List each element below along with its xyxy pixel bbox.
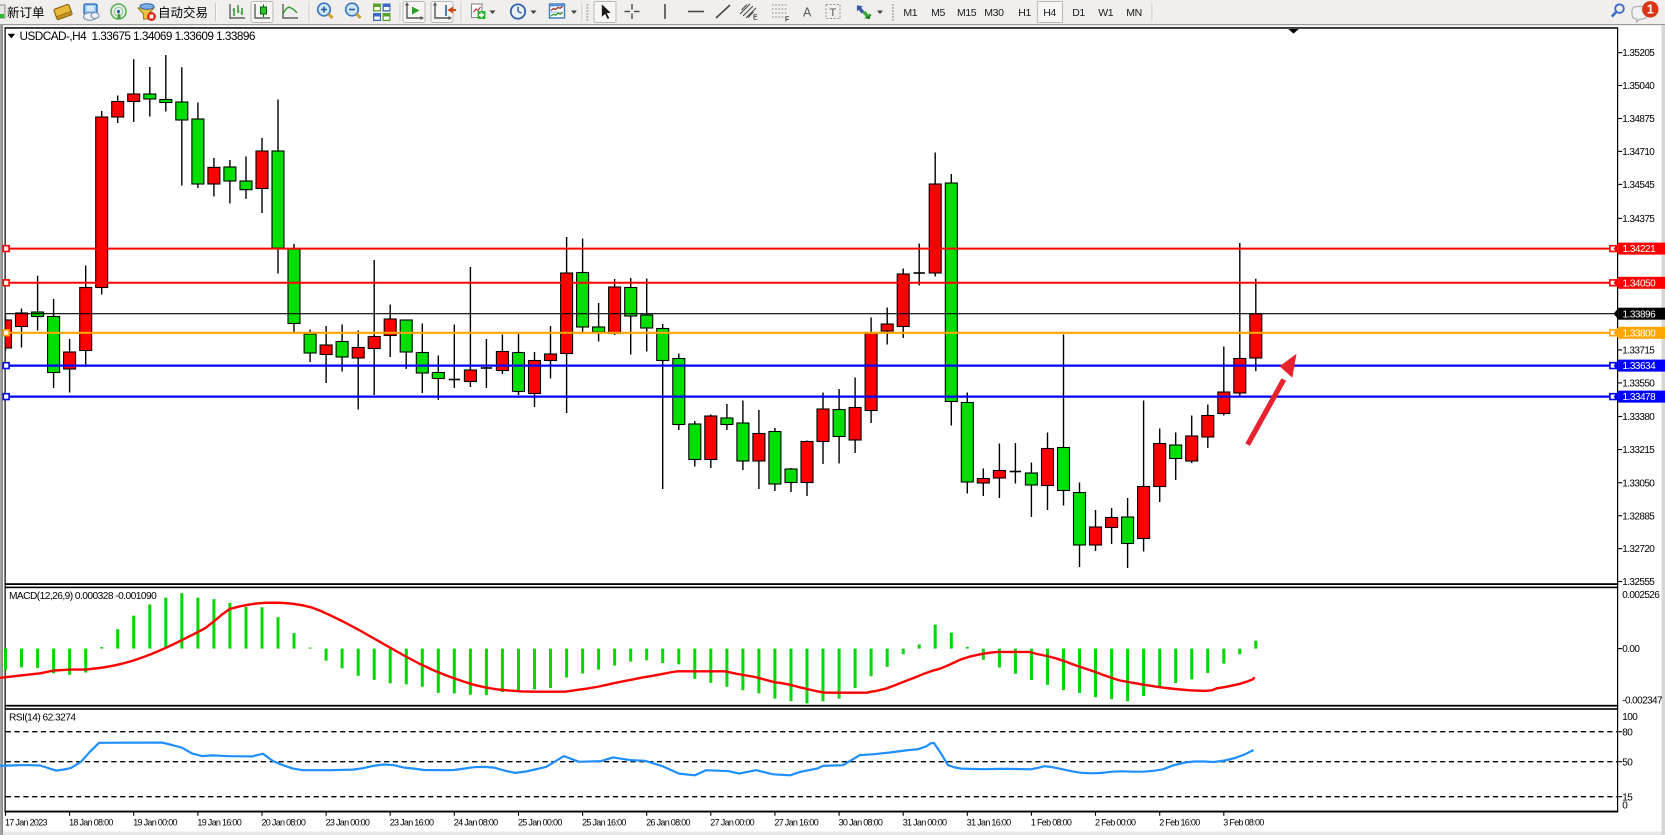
svg-text:RSI(14) 62.3274: RSI(14) 62.3274 (9, 713, 76, 724)
svg-text:USDCAD-,H4 1.33675 1.34069 1.: USDCAD-,H4 1.33675 1.34069 1.33609 1.338… (20, 29, 256, 43)
svg-text:自动交易: 自动交易 (158, 5, 208, 20)
svg-text:50: 50 (1622, 757, 1633, 768)
svg-text:M15: M15 (957, 7, 977, 19)
svg-text:1.33715: 1.33715 (1622, 346, 1655, 357)
svg-text:0.00: 0.00 (1622, 644, 1640, 655)
svg-text:1.33634: 1.33634 (1623, 361, 1657, 372)
svg-text:1.33896: 1.33896 (1623, 309, 1657, 320)
svg-text:MN: MN (1126, 7, 1142, 19)
svg-text:M5: M5 (931, 7, 945, 19)
svg-text:1.34710: 1.34710 (1622, 147, 1655, 158)
svg-text:15: 15 (1622, 792, 1633, 803)
svg-text:100: 100 (1622, 712, 1638, 723)
svg-text:1.32720: 1.32720 (1622, 544, 1655, 555)
svg-text:24 Jan 08:00: 24 Jan 08:00 (454, 818, 498, 828)
svg-text:1.34221: 1.34221 (1623, 244, 1657, 255)
svg-text:MACD(12,26,9) 0.000328 -0.0010: MACD(12,26,9) 0.000328 -0.001090 (9, 591, 157, 602)
svg-text:2 Feb 16:00: 2 Feb 16:00 (1159, 818, 1200, 828)
svg-text:W1: W1 (1098, 7, 1114, 19)
svg-text:30 Jan 08:00: 30 Jan 08:00 (839, 818, 883, 828)
svg-text:25 Jan 16:00: 25 Jan 16:00 (582, 818, 626, 828)
svg-text:26 Jan 08:00: 26 Jan 08:00 (646, 818, 690, 828)
svg-text:2 Feb 00:00: 2 Feb 00:00 (1095, 818, 1136, 828)
svg-text:1.32555: 1.32555 (1622, 577, 1655, 588)
svg-text:M1: M1 (903, 7, 917, 19)
svg-text:1.33380: 1.33380 (1622, 412, 1655, 423)
svg-text:17 Jan 2023: 17 Jan 2023 (5, 818, 48, 828)
svg-text:1.33550: 1.33550 (1622, 379, 1655, 390)
svg-text:0: 0 (1622, 800, 1628, 811)
svg-text:27 Jan 16:00: 27 Jan 16:00 (774, 818, 818, 828)
svg-text:M30: M30 (984, 7, 1004, 19)
svg-text:F: F (785, 17, 789, 24)
svg-text:1.32885: 1.32885 (1622, 511, 1655, 522)
svg-text:T: T (830, 7, 837, 19)
svg-text:新订单: 新订单 (7, 5, 45, 20)
svg-text:1.34375: 1.34375 (1622, 214, 1655, 225)
svg-text:1.33800: 1.33800 (1623, 328, 1657, 339)
svg-text:1.33215: 1.33215 (1622, 445, 1655, 456)
svg-text:1.33478: 1.33478 (1623, 392, 1657, 403)
svg-text:18 Jan 08:00: 18 Jan 08:00 (69, 818, 113, 828)
svg-text:E: E (753, 15, 758, 22)
svg-text:1.34875: 1.34875 (1622, 114, 1655, 125)
svg-text:1.34050: 1.34050 (1623, 278, 1657, 289)
svg-text:A: A (803, 6, 812, 20)
svg-text:19 Jan 16:00: 19 Jan 16:00 (197, 818, 241, 828)
svg-text:20 Jan 08:00: 20 Jan 08:00 (262, 818, 306, 828)
svg-text:25 Jan 00:00: 25 Jan 00:00 (518, 818, 562, 828)
svg-text:80: 80 (1622, 727, 1633, 738)
svg-text:1.35040: 1.35040 (1622, 81, 1655, 92)
svg-text:-0.002347: -0.002347 (1622, 696, 1663, 707)
svg-text:1.35205: 1.35205 (1622, 48, 1655, 59)
svg-text:1.34545: 1.34545 (1622, 180, 1655, 191)
svg-text:19 Jan 00:00: 19 Jan 00:00 (133, 818, 177, 828)
svg-text:D1: D1 (1072, 7, 1085, 19)
svg-text:1 Feb 08:00: 1 Feb 08:00 (1031, 818, 1072, 828)
svg-text:3 Feb 08:00: 3 Feb 08:00 (1223, 818, 1264, 828)
svg-text:0.002526: 0.002526 (1622, 590, 1660, 601)
svg-text:27 Jan 00:00: 27 Jan 00:00 (710, 818, 754, 828)
svg-text:23 Jan 00:00: 23 Jan 00:00 (326, 818, 370, 828)
svg-text:1.33050: 1.33050 (1622, 478, 1655, 489)
svg-text:31 Jan 16:00: 31 Jan 16:00 (967, 818, 1011, 828)
svg-text:H4: H4 (1043, 7, 1056, 19)
svg-text:23 Jan 16:00: 23 Jan 16:00 (390, 818, 434, 828)
svg-text:31 Jan 00:00: 31 Jan 00:00 (903, 818, 947, 828)
svg-text:1: 1 (1647, 3, 1654, 17)
svg-text:H1: H1 (1018, 7, 1031, 19)
